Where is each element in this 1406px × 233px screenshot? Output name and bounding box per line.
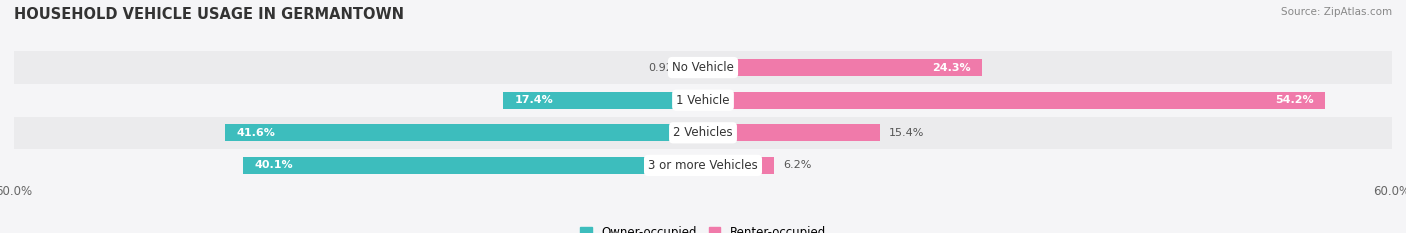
- Bar: [14, 51, 1392, 84]
- Text: Source: ZipAtlas.com: Source: ZipAtlas.com: [1281, 7, 1392, 17]
- Bar: [243, 157, 703, 174]
- Text: HOUSEHOLD VEHICLE USAGE IN GERMANTOWN: HOUSEHOLD VEHICLE USAGE IN GERMANTOWN: [14, 7, 404, 22]
- Text: 40.1%: 40.1%: [254, 161, 292, 170]
- Bar: [703, 124, 880, 141]
- Text: 2 Vehicles: 2 Vehicles: [673, 126, 733, 139]
- Text: 0.92%: 0.92%: [648, 63, 683, 72]
- Bar: [692, 59, 703, 76]
- Bar: [14, 84, 1392, 116]
- Bar: [503, 92, 703, 109]
- Bar: [14, 116, 1392, 149]
- Text: 24.3%: 24.3%: [932, 63, 970, 72]
- Text: No Vehicle: No Vehicle: [672, 61, 734, 74]
- Bar: [225, 124, 703, 141]
- Bar: [14, 149, 1392, 182]
- Legend: Owner-occupied, Renter-occupied: Owner-occupied, Renter-occupied: [575, 221, 831, 233]
- Bar: [703, 157, 775, 174]
- Text: 41.6%: 41.6%: [236, 128, 276, 138]
- Bar: [703, 92, 1326, 109]
- Text: 17.4%: 17.4%: [515, 95, 554, 105]
- Text: 1 Vehicle: 1 Vehicle: [676, 94, 730, 107]
- Bar: [703, 59, 981, 76]
- Text: 6.2%: 6.2%: [783, 161, 811, 170]
- Text: 15.4%: 15.4%: [889, 128, 924, 138]
- Text: 3 or more Vehicles: 3 or more Vehicles: [648, 159, 758, 172]
- Text: 54.2%: 54.2%: [1275, 95, 1313, 105]
